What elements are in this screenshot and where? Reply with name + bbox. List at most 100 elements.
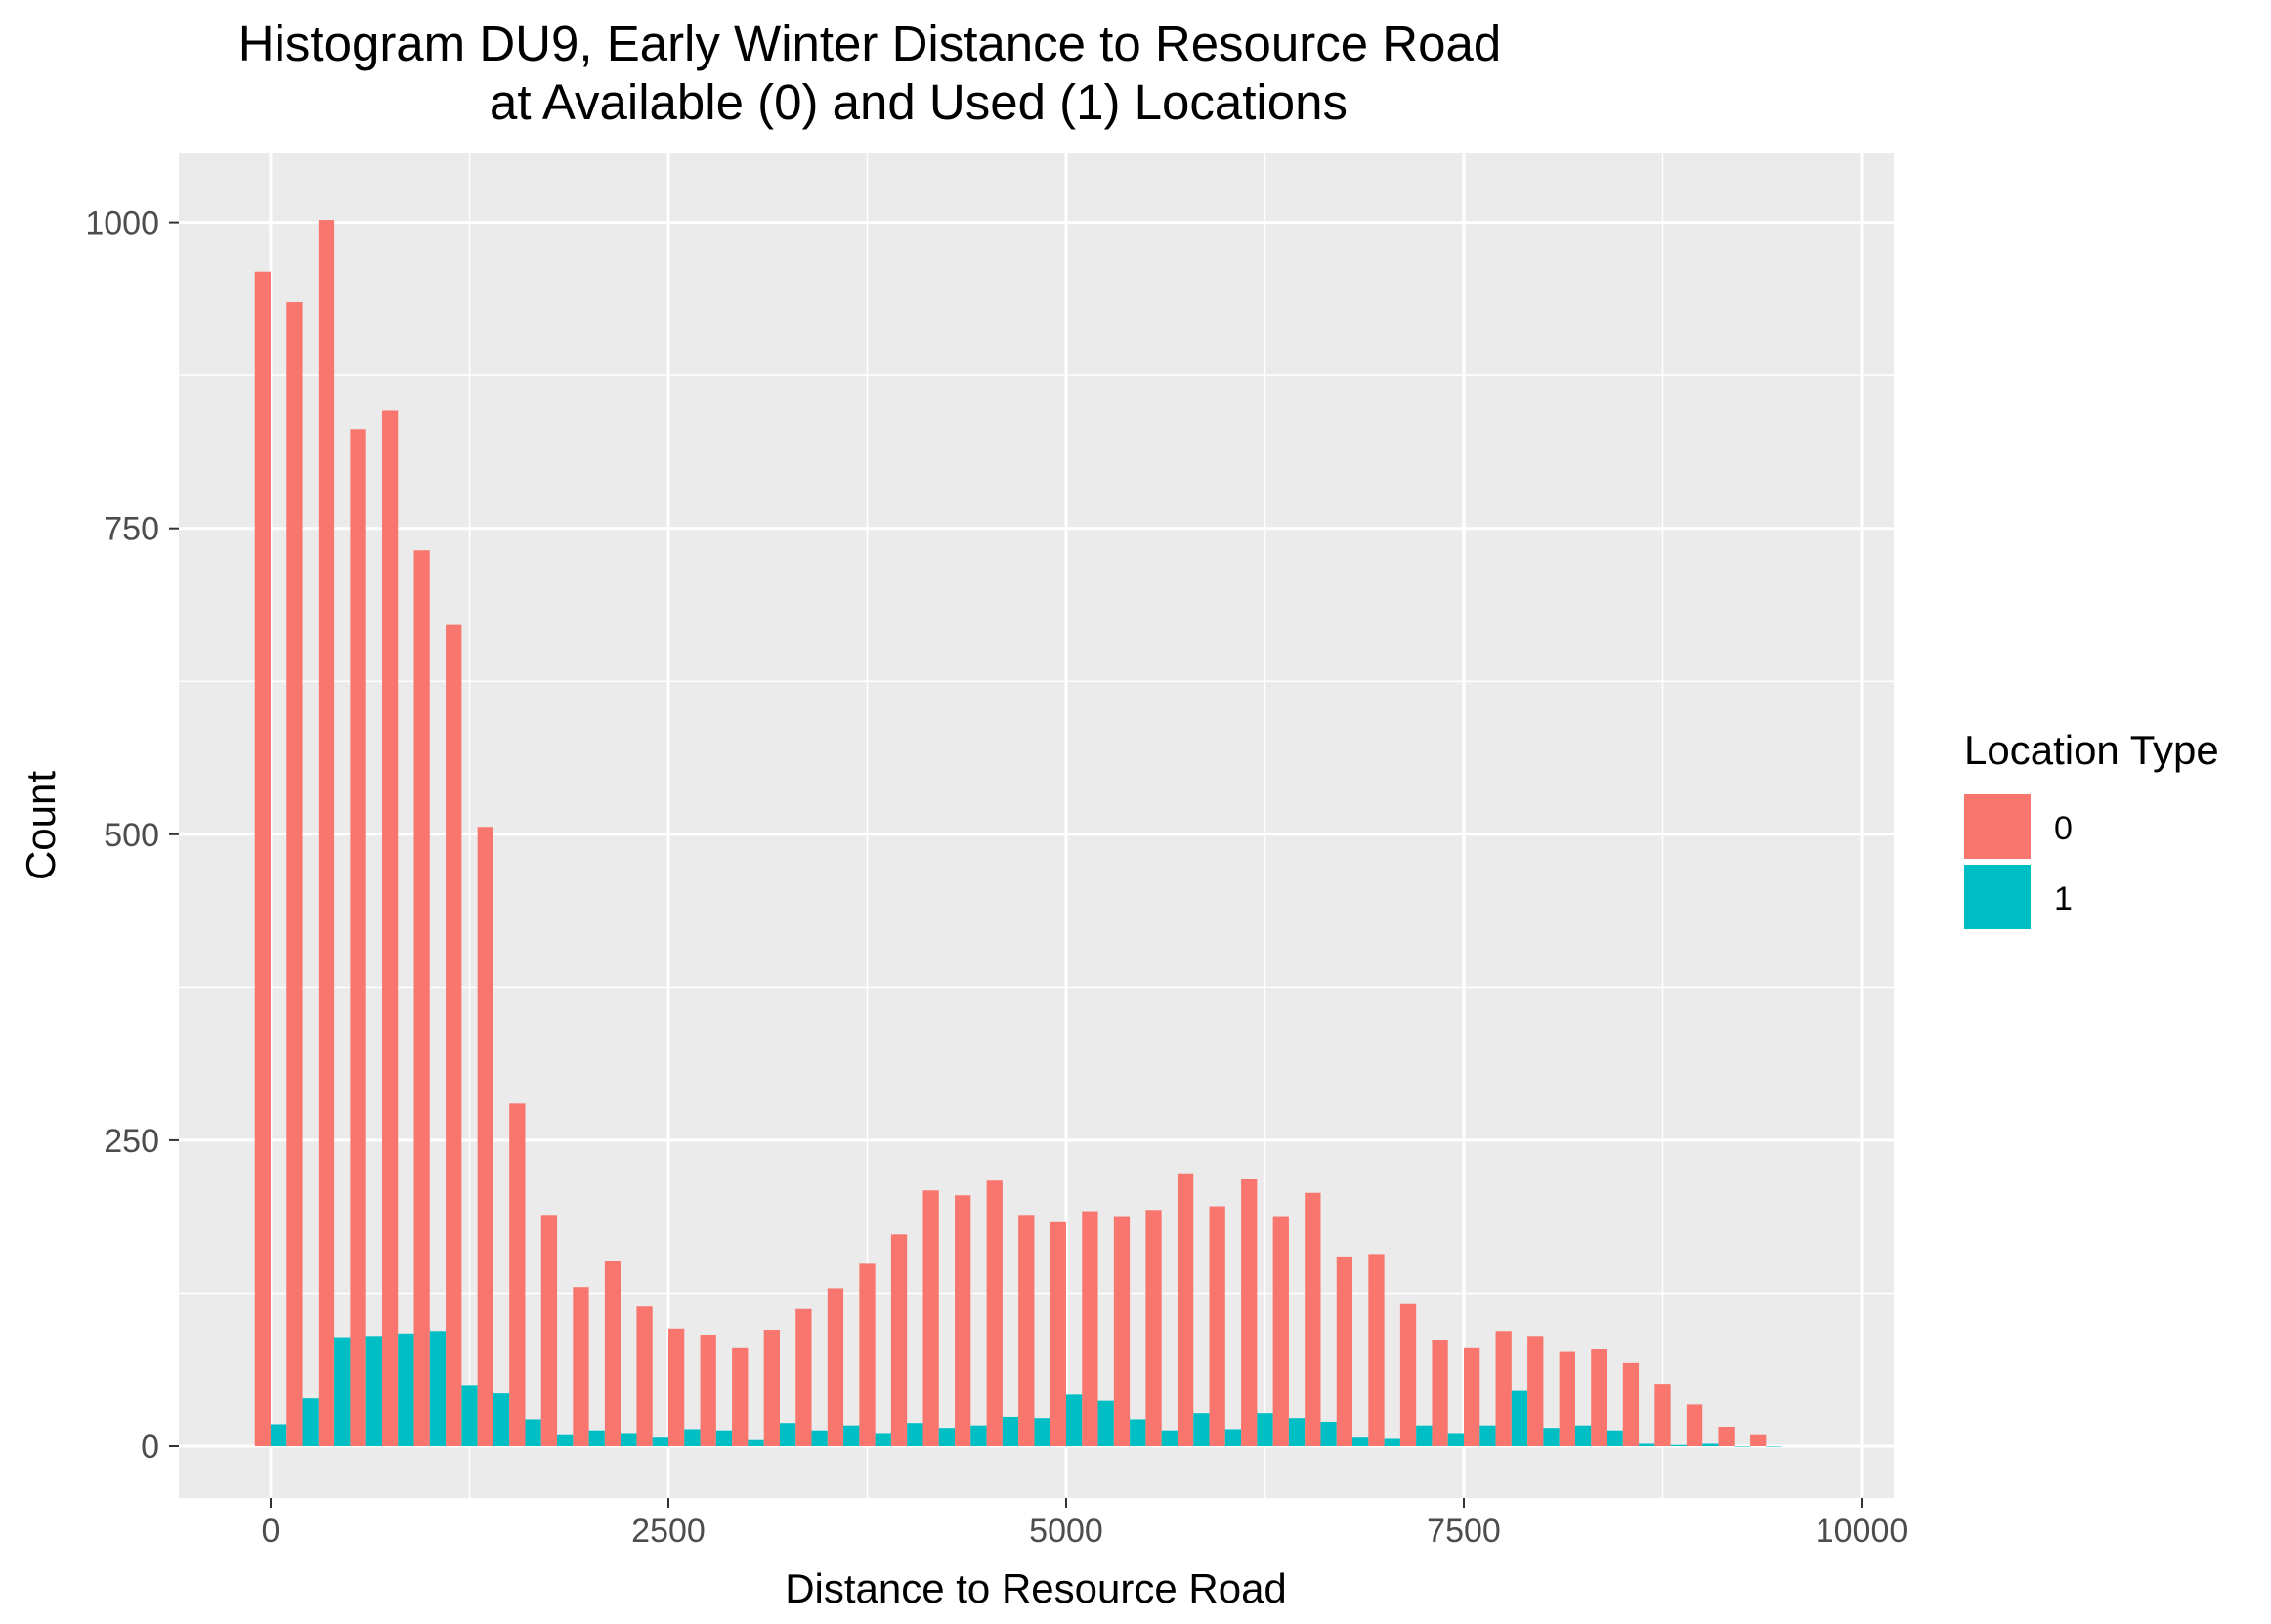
bar-series-1 <box>970 1425 987 1446</box>
bar-series-0 <box>1432 1340 1448 1446</box>
bar-series-1 <box>1574 1425 1592 1446</box>
legend-key-1 <box>1964 865 2031 929</box>
bar-series-0 <box>1750 1434 1767 1446</box>
bar-series-0 <box>604 1261 621 1446</box>
x-tick-label: 10000 <box>1816 1513 1908 1550</box>
bar-series-0 <box>1591 1349 1607 1446</box>
bar-series-1 <box>588 1430 605 1446</box>
bar-series-0 <box>1113 1216 1131 1446</box>
bar-series-0 <box>1368 1254 1385 1446</box>
legend-title: Location Type <box>1964 727 2219 773</box>
bar-series-1 <box>1607 1430 1623 1446</box>
bar-series-0 <box>1622 1362 1640 1446</box>
bar-series-1 <box>875 1433 891 1446</box>
bar-series-1 <box>1161 1430 1178 1446</box>
bar-series-1 <box>557 1434 574 1446</box>
plot-panel <box>179 153 1894 1498</box>
bar-series-1 <box>429 1331 447 1446</box>
bar-series-1 <box>621 1433 637 1446</box>
y-tick-label: 750 <box>104 511 159 548</box>
bar-series-1 <box>1034 1418 1050 1446</box>
bar-series-0 <box>763 1330 780 1446</box>
bar-series-1 <box>302 1398 319 1446</box>
bar-series-0 <box>1272 1216 1289 1446</box>
bar-series-1 <box>1384 1438 1400 1446</box>
bar-series-0 <box>573 1287 589 1446</box>
x-axis: 0 2500 5000 7500 10000 <box>262 1498 1908 1550</box>
x-axis-title: Distance to Resource Road <box>785 1565 1287 1611</box>
bar-series-1 <box>271 1424 287 1446</box>
bar-series-1 <box>1352 1437 1369 1446</box>
bar-series-0 <box>859 1263 876 1446</box>
bar-series-1 <box>748 1439 764 1446</box>
legend-key-0 <box>1964 794 2031 859</box>
bar-series-1 <box>334 1337 351 1446</box>
bar-series-0 <box>381 410 399 1446</box>
bar-series-1 <box>1224 1429 1242 1446</box>
bar-series-1 <box>1257 1413 1273 1446</box>
legend-label-1: 1 <box>2054 880 2073 918</box>
bar-series-0 <box>1050 1221 1066 1446</box>
bar-series-1 <box>938 1428 956 1446</box>
bar-series-0 <box>413 550 430 1446</box>
bar-series-0 <box>795 1308 812 1446</box>
bar-series-0 <box>636 1306 653 1446</box>
bar-series-0 <box>350 429 366 1446</box>
bar-series-1 <box>1511 1390 1528 1446</box>
bar-series-0 <box>446 624 462 1446</box>
bar-series-0 <box>986 1180 1003 1446</box>
bar-series-1 <box>843 1425 860 1446</box>
legend: Location Type 0 1 <box>1964 727 2219 929</box>
x-tick-label: 5000 <box>1029 1513 1103 1550</box>
bar-series-0 <box>254 271 271 1446</box>
bar-series-0 <box>890 1234 908 1446</box>
bar-series-0 <box>1241 1178 1258 1446</box>
x-tick-label: 7500 <box>1427 1513 1501 1550</box>
legend-label-0: 0 <box>2054 810 2073 847</box>
bar-series-1 <box>1002 1416 1019 1446</box>
bar-series-0 <box>732 1347 749 1446</box>
x-tick-label: 0 <box>262 1513 280 1550</box>
bar-series-0 <box>922 1190 939 1446</box>
bar-series-1 <box>1320 1421 1337 1446</box>
bar-series-1 <box>365 1336 382 1446</box>
bar-series-1 <box>1130 1419 1146 1446</box>
bar-series-0 <box>509 1103 526 1446</box>
bar-series-1 <box>1479 1425 1496 1446</box>
bar-series-0 <box>1718 1426 1735 1446</box>
bars <box>254 220 1782 1447</box>
bar-series-1 <box>811 1430 828 1446</box>
bar-series-1 <box>1066 1394 1083 1446</box>
bar-series-0 <box>318 220 335 1446</box>
bar-series-0 <box>1177 1173 1194 1446</box>
y-axis: 0 250 500 750 1000 <box>85 205 179 1466</box>
chart-title: Histogram DU9, Early Winter Distance to … <box>238 16 1501 71</box>
bar-series-0 <box>1559 1351 1575 1446</box>
x-tick-label: 2500 <box>631 1513 706 1550</box>
bar-series-0 <box>477 827 493 1446</box>
bar-series-1 <box>1416 1425 1433 1446</box>
bar-series-1 <box>1734 1446 1751 1447</box>
bar-series-1 <box>1193 1413 1210 1446</box>
bar-series-1 <box>715 1430 733 1446</box>
bar-series-1 <box>1670 1444 1687 1446</box>
y-tick-label: 250 <box>104 1123 159 1160</box>
bar-series-1 <box>461 1385 478 1446</box>
bar-series-0 <box>700 1335 716 1446</box>
bar-series-0 <box>955 1195 971 1446</box>
bar-series-0 <box>1399 1303 1417 1446</box>
bar-series-1 <box>398 1333 414 1446</box>
bar-series-1 <box>1766 1446 1782 1447</box>
bar-series-0 <box>827 1288 844 1446</box>
y-tick-label: 0 <box>141 1429 159 1466</box>
bar-series-0 <box>1018 1215 1035 1446</box>
bar-series-0 <box>540 1215 558 1446</box>
bar-series-1 <box>525 1419 541 1446</box>
bar-series-0 <box>668 1328 685 1446</box>
bar-series-0 <box>1305 1192 1321 1446</box>
y-axis-title: Count <box>18 771 64 880</box>
bar-series-0 <box>1527 1336 1544 1446</box>
bar-series-0 <box>286 302 303 1447</box>
bar-series-1 <box>1639 1443 1655 1446</box>
bar-series-0 <box>1654 1384 1671 1446</box>
